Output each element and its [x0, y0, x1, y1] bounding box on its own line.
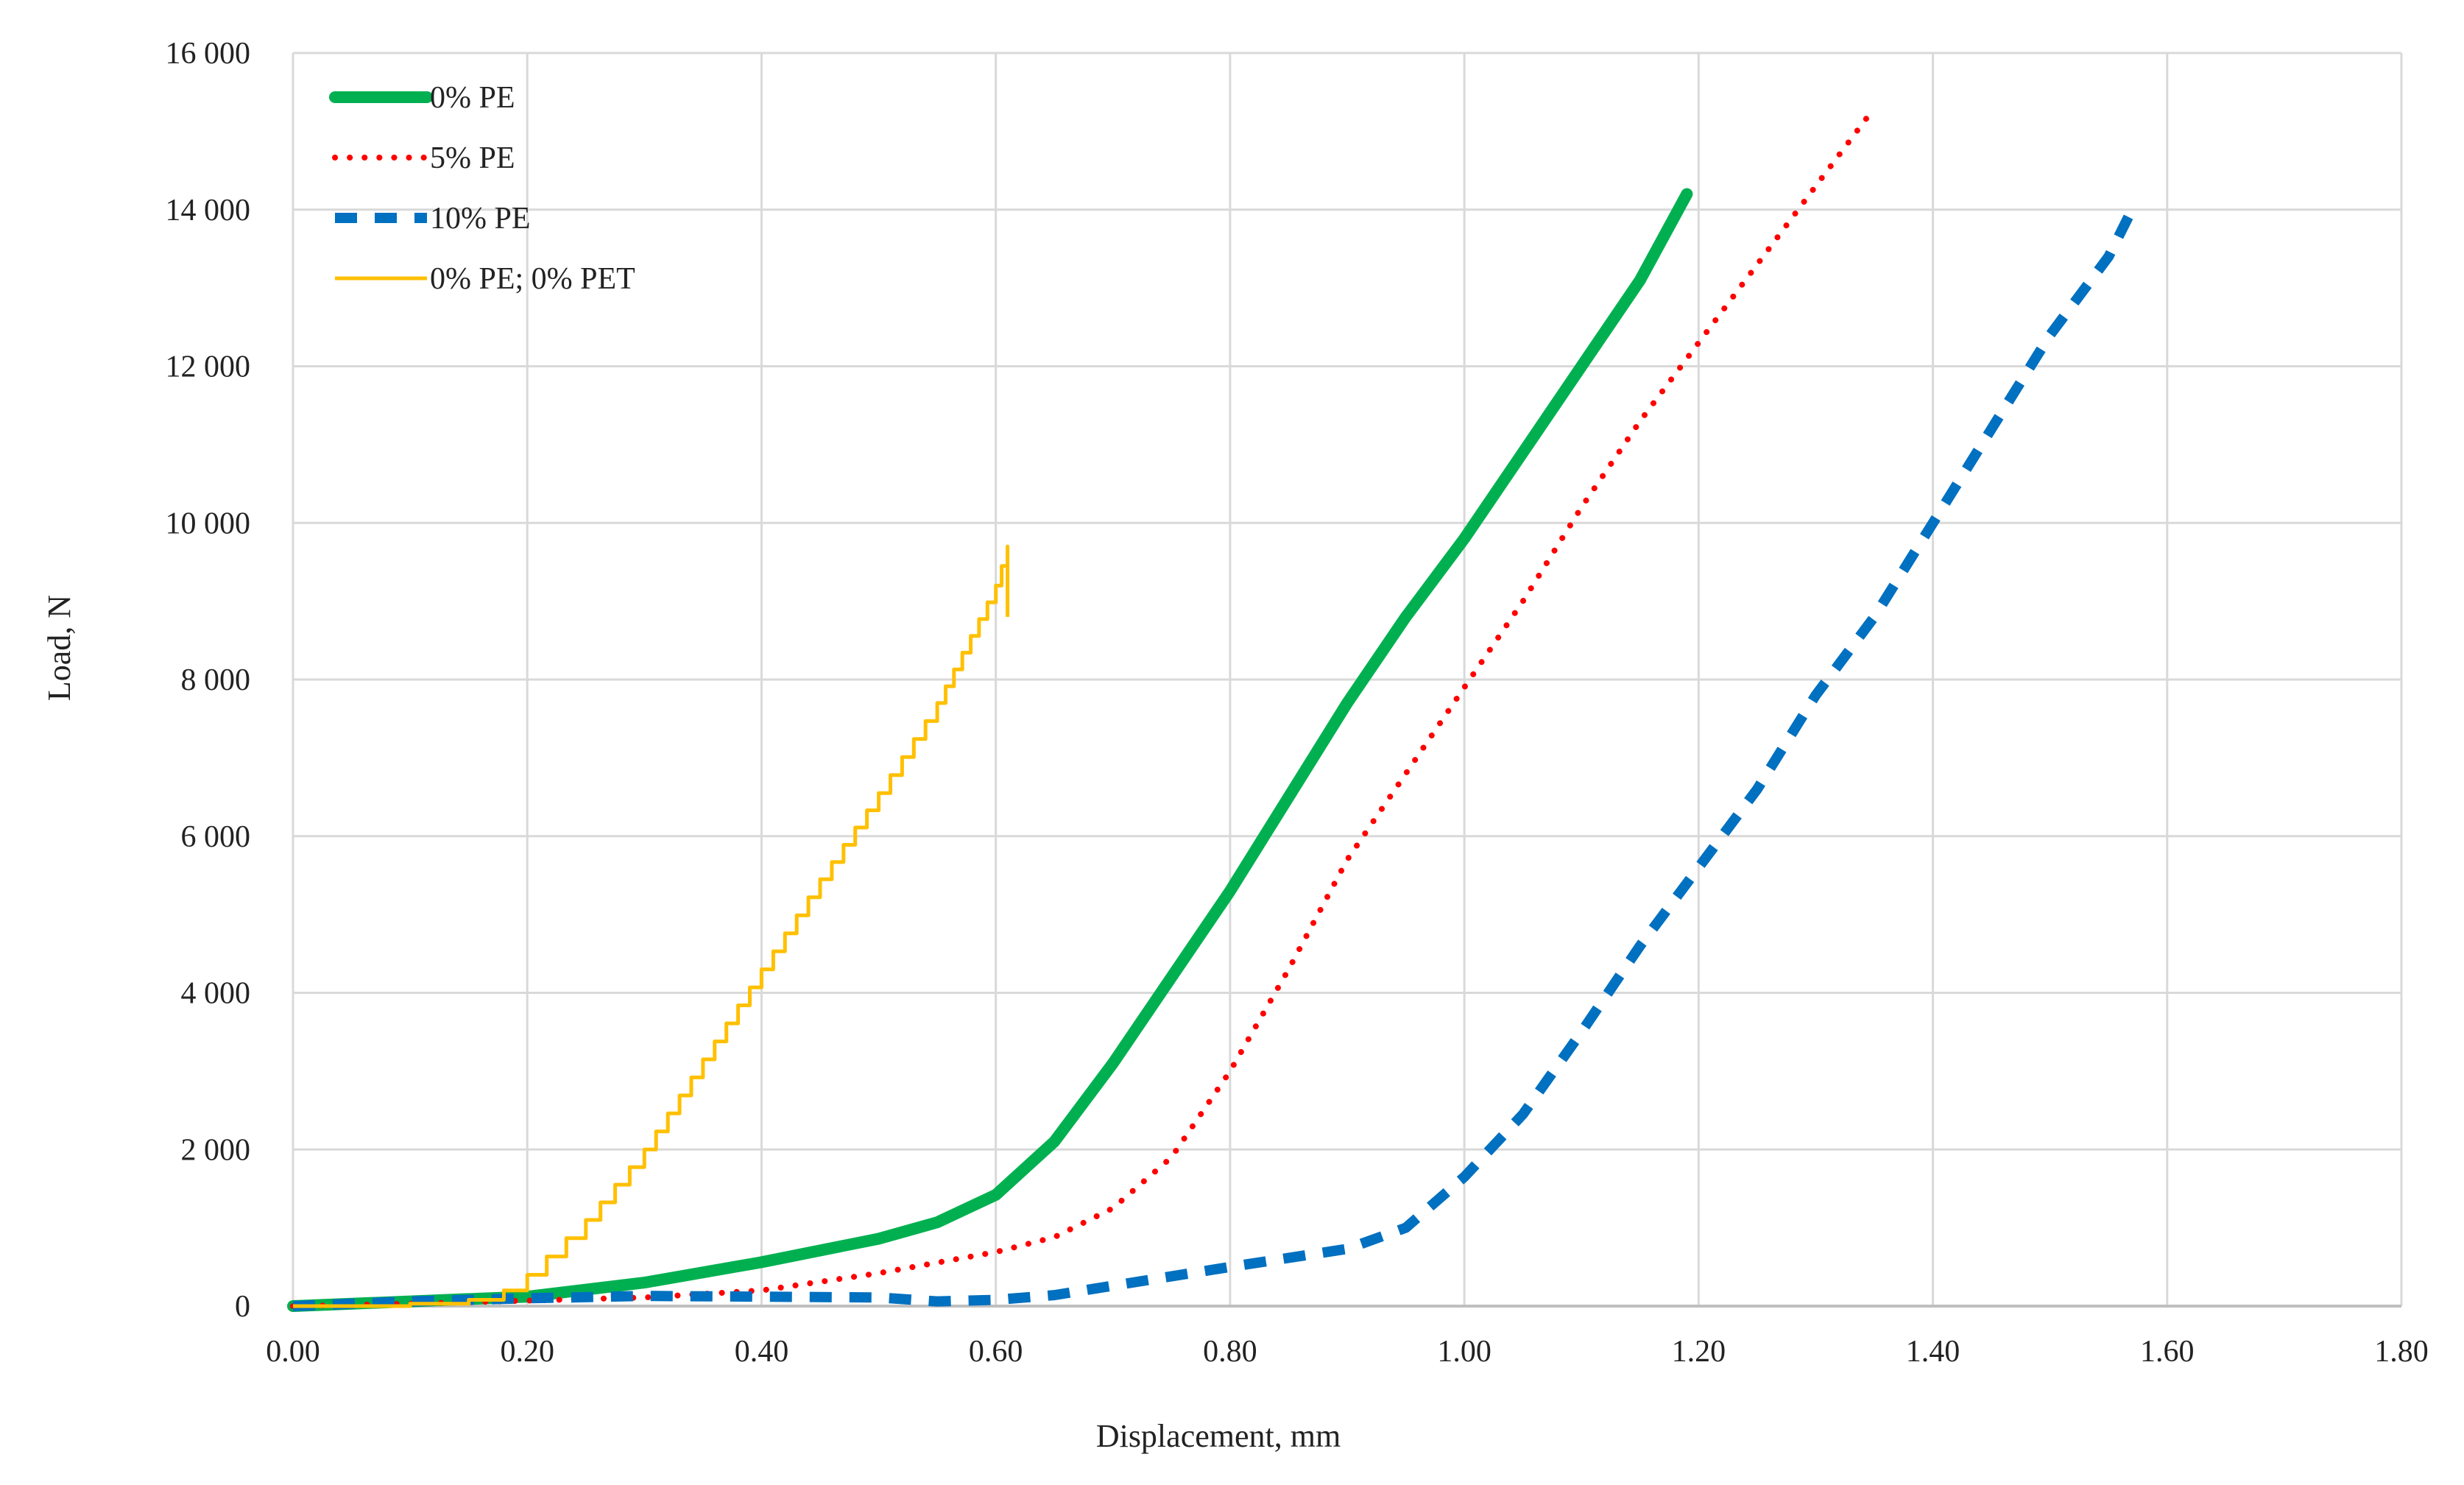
- legend-label-1: 0% PE: [430, 81, 515, 115]
- y-tick-label: 10 000: [166, 507, 251, 540]
- x-tick-label: 1.00: [1437, 1335, 1492, 1369]
- y-tick-label: 6 000: [181, 820, 251, 854]
- x-tick-label: 0.60: [969, 1335, 1023, 1369]
- legend-label-2: 5% PE: [430, 141, 515, 175]
- x-tick-label: 1.20: [1672, 1335, 1726, 1369]
- series-line-3: [292, 207, 2137, 1311]
- x-tick-label: 0.20: [500, 1335, 554, 1369]
- x-axis-title: Displacement, mm: [1096, 1418, 1341, 1454]
- x-tick-label: 1.80: [2374, 1335, 2429, 1369]
- y-axis-title: Load, N: [41, 595, 77, 701]
- y-tick-label: 2 000: [181, 1133, 251, 1167]
- legend-label-3: 10% PE: [430, 202, 531, 236]
- legend: 0% PE 5% PE 10% PE 0% PE; 0% PET: [329, 81, 635, 296]
- series-line-1: [287, 188, 1693, 1312]
- y-tick-label: 16 000: [166, 37, 251, 71]
- legend-label-4: 0% PE; 0% PET: [430, 262, 635, 296]
- x-tick-label: 1.60: [2140, 1335, 2195, 1369]
- y-tick-label: 0: [235, 1290, 250, 1324]
- x-tick-label: 1.40: [1906, 1335, 1960, 1369]
- x-tick-label: 0.00: [266, 1335, 320, 1369]
- series-line-4: [293, 544, 1010, 1308]
- x-tick-label: 0.40: [735, 1335, 789, 1369]
- y-tick-label: 4 000: [181, 977, 251, 1011]
- x-tick-label: 0.80: [1203, 1335, 1257, 1369]
- axis-layer: 0.00 0.20 0.40 0.60 0.80 1.00 1.20 1.40 1.60 1.80…: [166, 37, 2429, 1369]
- series-layer: [287, 105, 2137, 1312]
- y-tick-label: 8 000: [181, 663, 251, 697]
- y-tick-label: 14 000: [166, 194, 251, 227]
- y-tick-label: 12 000: [166, 350, 251, 384]
